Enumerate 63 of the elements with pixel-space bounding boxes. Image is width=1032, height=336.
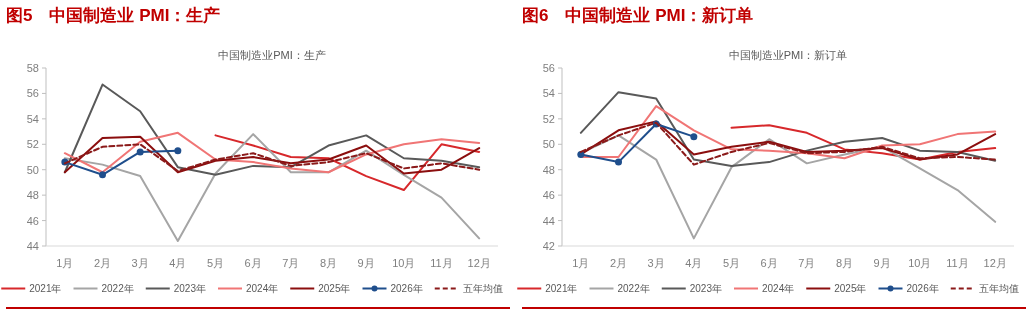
point bbox=[174, 147, 182, 155]
x-tick-label: 3月 bbox=[131, 257, 149, 269]
y-tick-label: 54 bbox=[26, 112, 39, 125]
legend-label: 2026年 bbox=[906, 283, 939, 294]
point bbox=[136, 148, 144, 156]
x-tick-label: 1月 bbox=[56, 257, 74, 269]
y-tick-label: 46 bbox=[26, 214, 39, 227]
y-tick-label: 48 bbox=[26, 189, 39, 202]
y-tick-label: 58 bbox=[26, 62, 39, 74]
x-tick-label: 5月 bbox=[722, 257, 741, 269]
y-tick-label: 44 bbox=[542, 214, 555, 227]
chart-title: 图5 中国制造业 PMI：生产 bbox=[6, 6, 221, 25]
x-tick-label: 7月 bbox=[798, 257, 816, 269]
point bbox=[615, 158, 622, 166]
legend-label: 2024年 bbox=[246, 283, 279, 294]
legend-label: 2021年 bbox=[545, 283, 578, 294]
legend-label: 2022年 bbox=[617, 283, 650, 294]
legend-label: 2022年 bbox=[101, 283, 134, 294]
x-tick-label: 10月 bbox=[908, 257, 932, 269]
legend-label: 五年均值 bbox=[462, 283, 503, 294]
x-tick-label: 6月 bbox=[244, 257, 262, 269]
y-tick-label: 48 bbox=[542, 163, 555, 176]
x-tick-label: 5月 bbox=[206, 257, 225, 269]
legend-label: 2021年 bbox=[29, 283, 62, 294]
y-tick-label: 52 bbox=[542, 112, 555, 125]
chart-title: 图6 中国制造业 PMI：新订单 bbox=[522, 6, 754, 25]
x-tick-label: 12月 bbox=[467, 257, 491, 269]
x-tick-label: 3月 bbox=[647, 257, 665, 269]
legend-label: 2026年 bbox=[390, 283, 423, 294]
y-tick-label: 56 bbox=[26, 87, 39, 100]
x-tick-label: 11月 bbox=[946, 257, 969, 269]
x-tick-label: 9月 bbox=[873, 257, 891, 269]
y-tick-label: 56 bbox=[542, 62, 555, 74]
x-tick-label: 2月 bbox=[609, 257, 628, 269]
chart-subtitle: 中国制造业PMI：新订单 bbox=[728, 49, 848, 61]
legend-label: 2024年 bbox=[762, 283, 795, 294]
y-tick-label: 50 bbox=[542, 138, 555, 151]
x-tick-label: 2月 bbox=[93, 257, 112, 269]
legend-label: 2025年 bbox=[318, 283, 351, 294]
x-tick-label: 1月 bbox=[572, 257, 590, 269]
y-tick-label: 46 bbox=[542, 189, 555, 202]
x-tick-label: 6月 bbox=[760, 257, 778, 269]
y-tick-label: 52 bbox=[26, 138, 39, 151]
y-tick-label: 44 bbox=[26, 240, 39, 252]
point bbox=[99, 171, 106, 179]
x-tick-label: 8月 bbox=[319, 257, 338, 269]
y-tick-label: 54 bbox=[542, 87, 555, 100]
legend-label: 2023年 bbox=[689, 283, 722, 294]
y-tick-label: 50 bbox=[26, 163, 39, 176]
point bbox=[690, 133, 698, 141]
x-tick-label: 12月 bbox=[983, 257, 1007, 269]
legend-label: 2025年 bbox=[834, 283, 867, 294]
x-tick-label: 9月 bbox=[357, 257, 375, 269]
x-tick-label: 10月 bbox=[392, 257, 416, 269]
x-tick-label: 4月 bbox=[169, 257, 187, 269]
x-tick-label: 4月 bbox=[685, 257, 703, 269]
legend-label: 2023年 bbox=[173, 283, 206, 294]
chart-subtitle: 中国制造业PMI：生产 bbox=[218, 49, 326, 61]
legend-label: 五年均值 bbox=[978, 283, 1019, 294]
y-tick-label: 42 bbox=[542, 240, 555, 252]
x-tick-label: 8月 bbox=[835, 257, 854, 269]
x-tick-label: 11月 bbox=[430, 257, 453, 269]
x-tick-label: 7月 bbox=[282, 257, 300, 269]
